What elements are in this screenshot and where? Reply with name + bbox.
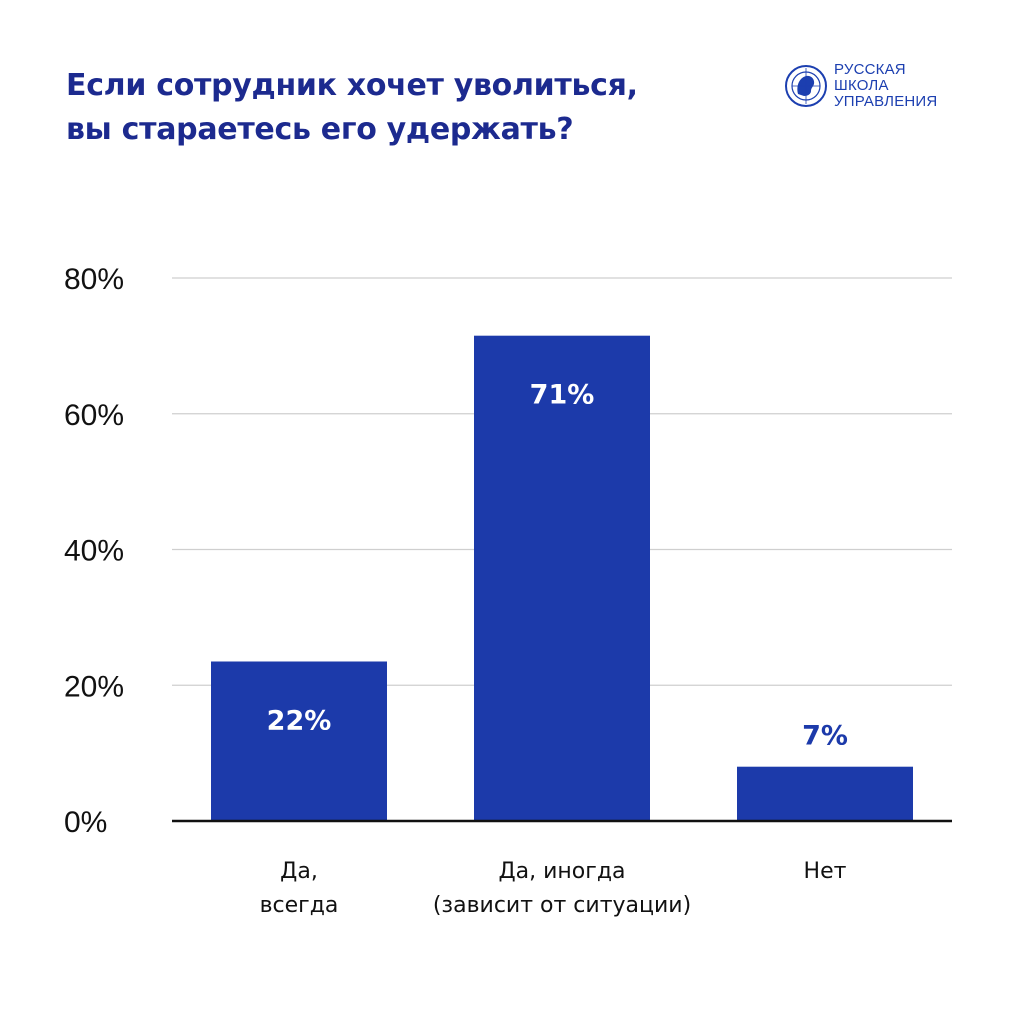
category-label: Да, иногда bbox=[498, 859, 625, 884]
logo: РУССКАЯ ШКОЛА УПРАВЛЕНИЯ bbox=[784, 58, 937, 114]
category-label: (зависит от ситуации) bbox=[433, 893, 691, 918]
title-line-1: Если сотрудник хочет уволиться, bbox=[66, 68, 638, 103]
y-tick-label: 20% bbox=[64, 670, 124, 703]
data-label: 22% bbox=[267, 705, 332, 736]
category-label: всегда bbox=[260, 893, 339, 918]
y-tick-label: 0% bbox=[64, 806, 107, 839]
logo-line-1: РУССКАЯ bbox=[834, 61, 906, 78]
globe-head-icon bbox=[785, 65, 827, 107]
data-label: 7% bbox=[802, 721, 848, 752]
category-labels: Да, всегда Да, иногда (зависит от ситуации)… bbox=[260, 859, 847, 918]
y-tick-label: 40% bbox=[64, 535, 124, 568]
chart-title: Если сотрудник хочет уволиться, вы стара… bbox=[66, 64, 706, 152]
y-tick-label: 80% bbox=[64, 263, 124, 296]
logo-line-3: УПРАВЛЕНИЯ bbox=[834, 93, 938, 110]
bars bbox=[211, 335, 913, 821]
category-label: Да, bbox=[280, 859, 318, 884]
bar bbox=[737, 766, 913, 821]
y-tick-label: 60% bbox=[64, 399, 124, 432]
category-label: Нет bbox=[804, 859, 847, 884]
y-axis-ticks: 0% 20% 40% 60% 80% bbox=[64, 263, 124, 839]
bar bbox=[211, 661, 387, 821]
logo-text: РУССКАЯ ШКОЛА УПРАВЛЕНИЯ bbox=[834, 62, 937, 110]
logo-line-2: ШКОЛА bbox=[834, 77, 889, 94]
bar bbox=[474, 335, 650, 821]
data-label: 71% bbox=[530, 380, 595, 411]
data-labels: 22% 71% 7% bbox=[267, 380, 848, 752]
title-line-2: вы стараетесь его удержать? bbox=[66, 112, 574, 147]
